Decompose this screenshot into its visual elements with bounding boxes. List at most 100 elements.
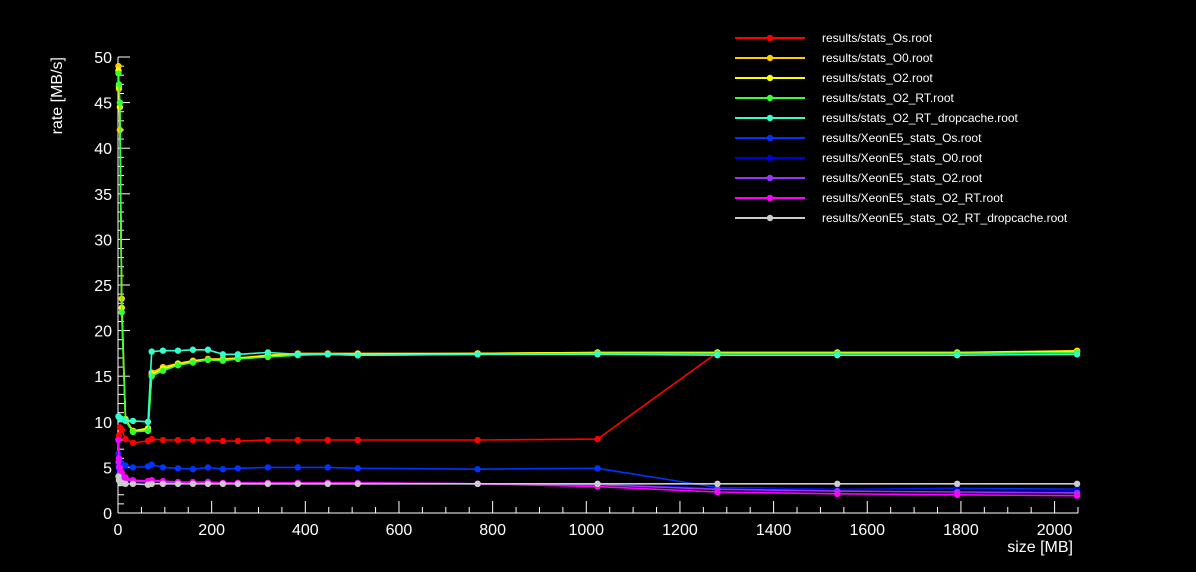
data-point <box>1073 351 1081 358</box>
data-point <box>148 373 155 380</box>
x-tick-label: 1600 <box>849 522 885 539</box>
data-point <box>714 352 721 359</box>
data-point <box>144 418 152 425</box>
legend: results/stats_Os.root results/stats_O0.ro… <box>735 31 1068 225</box>
legend-item: results/XeonE5_stats_O2_RT_dropcache.roo… <box>735 211 1068 225</box>
legend-label: results/stats_O2_RT.root <box>822 91 955 105</box>
x-tick-label: 2000 <box>1037 522 1073 539</box>
legend-marker <box>766 194 774 202</box>
data-point <box>294 436 302 444</box>
data-point <box>129 439 137 446</box>
data-point <box>234 351 242 358</box>
plot-lines <box>115 62 1081 499</box>
data-point <box>116 464 124 471</box>
data-point <box>474 436 481 444</box>
y-tick-label: 10 <box>94 415 112 432</box>
data-point <box>264 349 272 356</box>
data-point <box>129 464 137 471</box>
data-point <box>953 352 961 359</box>
data-point <box>294 480 302 488</box>
data-point <box>189 436 197 444</box>
data-point <box>594 480 601 488</box>
legend-item: results/XeonE5_stats_Os.root <box>735 131 982 145</box>
data-point <box>594 435 601 443</box>
legend-marker <box>766 154 774 162</box>
x-tick-label: 600 <box>386 522 413 539</box>
data-point <box>834 352 841 359</box>
data-point <box>129 417 137 425</box>
data-point <box>115 70 122 77</box>
data-point <box>234 465 242 472</box>
y-tick-label: 25 <box>94 278 112 295</box>
axes: 0 5 10 15 20 25 30 35 40 45 50 0 200 400 600 800 1000 120… <box>94 50 1079 539</box>
data-point <box>122 474 129 481</box>
data-point <box>115 81 123 88</box>
data-point <box>204 436 212 444</box>
y-tick-label: 0 <box>103 506 112 523</box>
data-point <box>174 362 182 369</box>
data-point <box>148 435 155 443</box>
data-point <box>324 480 331 488</box>
legend-marker <box>766 54 774 62</box>
x-tick-label: 200 <box>198 522 225 539</box>
data-point <box>594 465 601 472</box>
series-line <box>117 73 1078 433</box>
data-point <box>174 347 182 354</box>
data-point <box>174 480 182 488</box>
data-point <box>294 351 302 358</box>
y-tick-label: 5 <box>103 460 112 477</box>
data-point <box>115 436 122 444</box>
series-5 <box>115 450 1081 493</box>
data-point <box>234 480 242 488</box>
data-point <box>219 466 227 473</box>
data-point <box>159 436 167 444</box>
data-point <box>122 480 129 488</box>
legend-item: results/XeonE5_stats_O0.root <box>735 151 983 165</box>
data-point <box>953 480 961 488</box>
legend-marker <box>766 214 774 222</box>
data-point <box>294 464 302 471</box>
data-point <box>204 480 212 488</box>
legend-item: results/stats_O2.root <box>735 71 933 85</box>
data-point <box>118 309 125 316</box>
legend-item: results/stats_O2_RT_dropcache.root <box>735 111 1019 125</box>
y-tick-label: 15 <box>94 369 112 386</box>
data-point <box>189 480 197 488</box>
data-point <box>324 436 331 444</box>
legend-item: results/stats_O2_RT.root <box>735 91 955 105</box>
y-tick-label: 50 <box>94 50 112 67</box>
x-tick-label: 1800 <box>943 522 979 539</box>
data-point <box>204 346 212 353</box>
data-point <box>834 480 841 488</box>
data-point <box>189 466 197 473</box>
data-point <box>118 426 125 434</box>
data-point <box>174 465 182 472</box>
data-point <box>264 480 272 488</box>
data-point <box>474 466 481 473</box>
data-point <box>129 428 137 436</box>
data-point <box>714 480 721 488</box>
legend-marker <box>766 74 774 82</box>
data-point <box>219 357 227 364</box>
legend-item: results/stats_Os.root <box>735 31 933 45</box>
data-point <box>834 490 841 498</box>
y-tick-label: 35 <box>94 187 112 204</box>
data-point <box>204 356 212 363</box>
data-point <box>148 461 155 468</box>
x-axis-title: size [MB] <box>1007 539 1073 556</box>
data-point <box>219 437 227 445</box>
legend-marker <box>766 114 774 122</box>
data-point <box>122 462 129 469</box>
data-point <box>144 427 152 435</box>
y-axis-title: rate [MB/s] <box>49 57 66 134</box>
legend-label: results/stats_O2_RT_dropcache.root <box>822 111 1019 125</box>
legend-item: results/stats_O0.root <box>735 51 933 65</box>
data-point <box>129 480 137 488</box>
series-9 <box>115 473 1081 488</box>
y-tick-label: 40 <box>94 141 112 158</box>
legend-item: results/XeonE5_stats_O2.root <box>735 171 983 185</box>
legend-label: results/XeonE5_stats_Os.root <box>822 131 982 145</box>
data-point <box>148 348 155 355</box>
y-tick-label: 20 <box>94 324 112 341</box>
